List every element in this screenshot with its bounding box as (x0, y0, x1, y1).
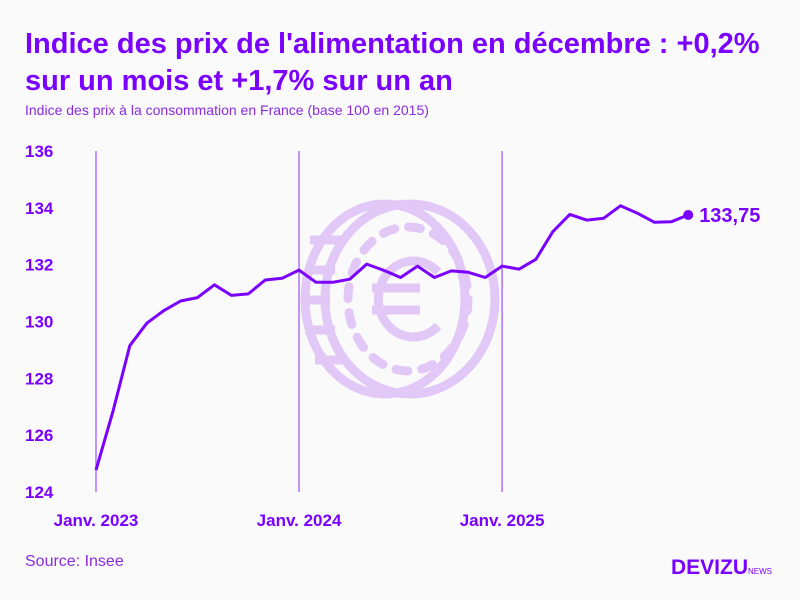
y-tick-label: 130 (25, 313, 53, 332)
euro-coin-icon (300, 199, 500, 399)
x-tick-label: Janv. 2024 (257, 511, 342, 530)
page-title: Indice des prix de l'alimentation en déc… (25, 28, 760, 97)
y-tick-label: 136 (25, 142, 53, 161)
last-value-label: 133,75 (699, 205, 760, 227)
last-data-point (683, 209, 694, 220)
logo-suffix: NEWS (748, 567, 772, 576)
logo-text: DEVIZU (670, 556, 748, 579)
x-tick-label: Janv. 2025 (460, 511, 545, 530)
x-tick-label: Janv. 2023 (54, 511, 139, 530)
y-tick-label: 126 (25, 426, 53, 445)
y-tick-label: 128 (25, 369, 53, 388)
series-line (94, 204, 689, 471)
source-note: Source: Insee (25, 553, 124, 570)
devizu-logo: DEVIZUNEWS (671, 556, 772, 580)
y-tick-label: 124 (25, 483, 54, 502)
y-tick-label: 134 (25, 199, 54, 218)
chart-subtitle: Indice des prix à la consommation en Fra… (25, 102, 429, 118)
y-tick-label: 132 (25, 256, 53, 275)
